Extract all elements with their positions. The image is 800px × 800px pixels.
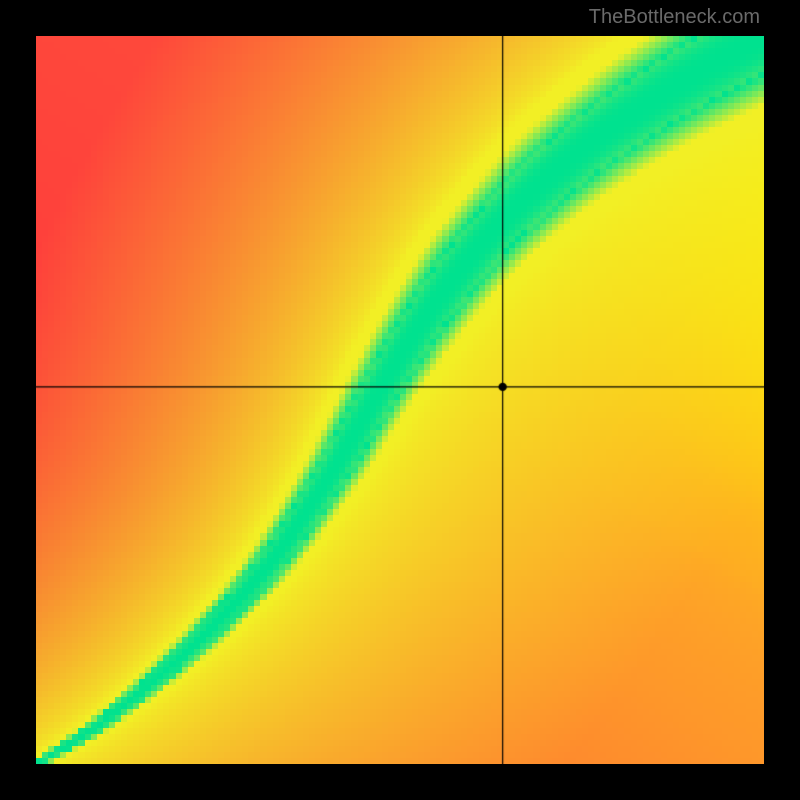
watermark-text: TheBottleneck.com <box>589 6 760 29</box>
overlay-canvas <box>36 36 764 764</box>
chart-container: TheBottleneck.com <box>0 0 800 800</box>
